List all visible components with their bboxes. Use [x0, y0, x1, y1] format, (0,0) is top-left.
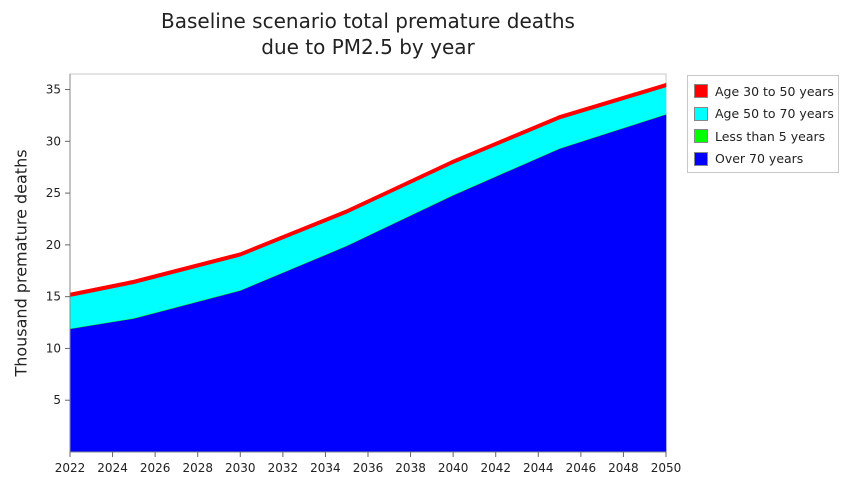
legend-label-over-70: Over 70 years — [715, 151, 804, 167]
x-tick-label: 2032 — [268, 461, 299, 475]
y-tick-label: 20 — [46, 238, 61, 252]
legend-swatch-age-30-50 — [694, 84, 708, 99]
x-tick-label: 2044 — [523, 461, 554, 475]
y-tick-label: 30 — [46, 134, 61, 148]
y-tick-label: 25 — [46, 186, 61, 200]
x-tick-label: 2036 — [353, 461, 384, 475]
x-tick-label: 2050 — [651, 461, 682, 475]
legend-label-under-5: Less than 5 years — [715, 128, 826, 144]
x-tick-label: 2046 — [566, 461, 597, 475]
x-tick-label: 2030 — [225, 461, 256, 475]
y-tick-label: 5 — [53, 393, 61, 407]
legend-item-age-50-70: Age 50 to 70 years — [694, 103, 834, 126]
legend: Age 30 to 50 years Age 50 to 70 years Le… — [687, 75, 839, 173]
legend-swatch-under-5 — [694, 129, 708, 144]
chart-title-line-2: due to PM2.5 by year — [261, 35, 475, 59]
x-tick-label: 2038 — [395, 461, 426, 475]
x-tick-label: 2026 — [140, 461, 171, 475]
legend-swatch-over-70 — [694, 151, 708, 166]
legend-swatch-age-50-70 — [694, 106, 708, 121]
y-tick-label: 35 — [46, 83, 61, 97]
area-age-30-to-50-years — [69, 82, 667, 298]
legend-item-under-5: Less than 5 years — [694, 125, 832, 148]
chart-title: Baseline scenario total premature deaths… — [70, 8, 666, 60]
legend-item-age-30-50: Age 30 to 50 years — [694, 80, 834, 103]
y-tick-label: 15 — [46, 290, 61, 304]
x-tick-label: 2028 — [182, 461, 213, 475]
x-tick-label: 2024 — [97, 461, 128, 475]
legend-label-age-30-50: Age 30 to 50 years — [715, 83, 834, 99]
y-tick-label: 10 — [46, 341, 61, 355]
x-tick-label: 2048 — [608, 461, 639, 475]
x-tick-label: 2042 — [480, 461, 511, 475]
legend-label-age-50-70: Age 50 to 70 years — [715, 106, 834, 122]
x-tick-label: 2034 — [310, 461, 341, 475]
chart-title-line-1: Baseline scenario total premature deaths — [161, 9, 575, 33]
x-tick-label: 2022 — [55, 461, 86, 475]
legend-item-over-70: Over 70 years — [694, 148, 832, 171]
x-tick-label: 2040 — [438, 461, 469, 475]
